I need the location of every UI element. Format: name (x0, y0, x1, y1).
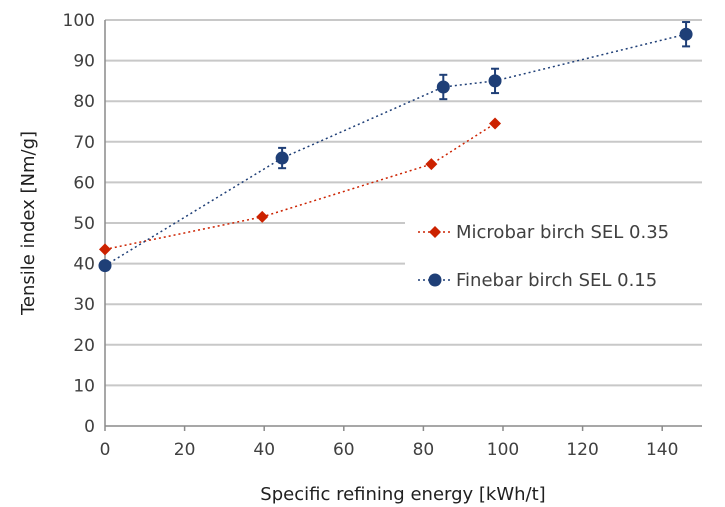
x-tick-label-120: 120 (566, 440, 598, 460)
x-tick-label-20: 20 (174, 440, 196, 460)
legend-marker-finebar (428, 273, 442, 287)
legend-marker-microbar (429, 226, 441, 238)
y-tick-label-90: 90 (73, 52, 95, 72)
x-axis-ticks: 0 20 40 60 80 100 120 140 (100, 426, 678, 460)
x-tick-label-100: 100 (487, 440, 519, 460)
x-axis-title: Specific refining energy [kWh/t] (260, 484, 545, 505)
y-tick-label-30: 30 (73, 295, 95, 315)
series-line-0 (104, 122, 496, 251)
legend-label-finebar: Finebar birch SEL 0.15 (456, 270, 657, 291)
series-0 (99, 117, 502, 256)
data-point-1-1 (275, 151, 289, 165)
y-axis-ticks: 0 10 20 30 40 50 60 70 80 90 100 (63, 11, 95, 437)
legend-entry-microbar: Microbar birch SEL 0.35 (418, 222, 669, 243)
y-tick-label-80: 80 (73, 92, 95, 112)
x-tick-label-60: 60 (333, 440, 355, 460)
y-tick-label-10: 10 (73, 376, 95, 396)
legend-label-microbar: Microbar birch SEL 0.35 (456, 222, 669, 243)
y-tick-label-50: 50 (73, 214, 95, 234)
data-point-0-2 (425, 158, 438, 171)
y-tick-label-100: 100 (63, 11, 95, 31)
data-point-0-1 (256, 210, 269, 223)
y-tick-label-0: 0 (84, 417, 95, 437)
data-point-0-0 (99, 243, 111, 256)
y-tick-label-20: 20 (73, 336, 95, 356)
series-1 (98, 21, 693, 273)
y-tick-label-70: 70 (73, 133, 95, 153)
y-tick-label-60: 60 (73, 173, 95, 193)
x-tick-label-40: 40 (253, 440, 275, 460)
data-point-1-2 (436, 80, 450, 94)
legend-entry-finebar: Finebar birch SEL 0.15 (418, 270, 657, 291)
x-tick-label-0: 0 (100, 440, 111, 460)
data-point-0-3 (489, 117, 502, 130)
series-line-1 (104, 33, 687, 267)
y-tick-label-40: 40 (73, 255, 95, 275)
x-tick-label-80: 80 (413, 440, 435, 460)
legend-background (405, 208, 715, 302)
axes (104, 20, 702, 427)
x-tick-label-140: 140 (646, 440, 678, 460)
data-point-1-0 (98, 259, 112, 273)
y-axis-title: Tensile index [Nm/g] (18, 131, 39, 316)
data-point-1-3 (488, 74, 502, 88)
legend: Microbar birch SEL 0.35 Finebar birch SE… (405, 208, 715, 302)
data-series (98, 21, 693, 273)
gridlines (105, 19, 702, 387)
data-point-1-4 (679, 27, 693, 41)
